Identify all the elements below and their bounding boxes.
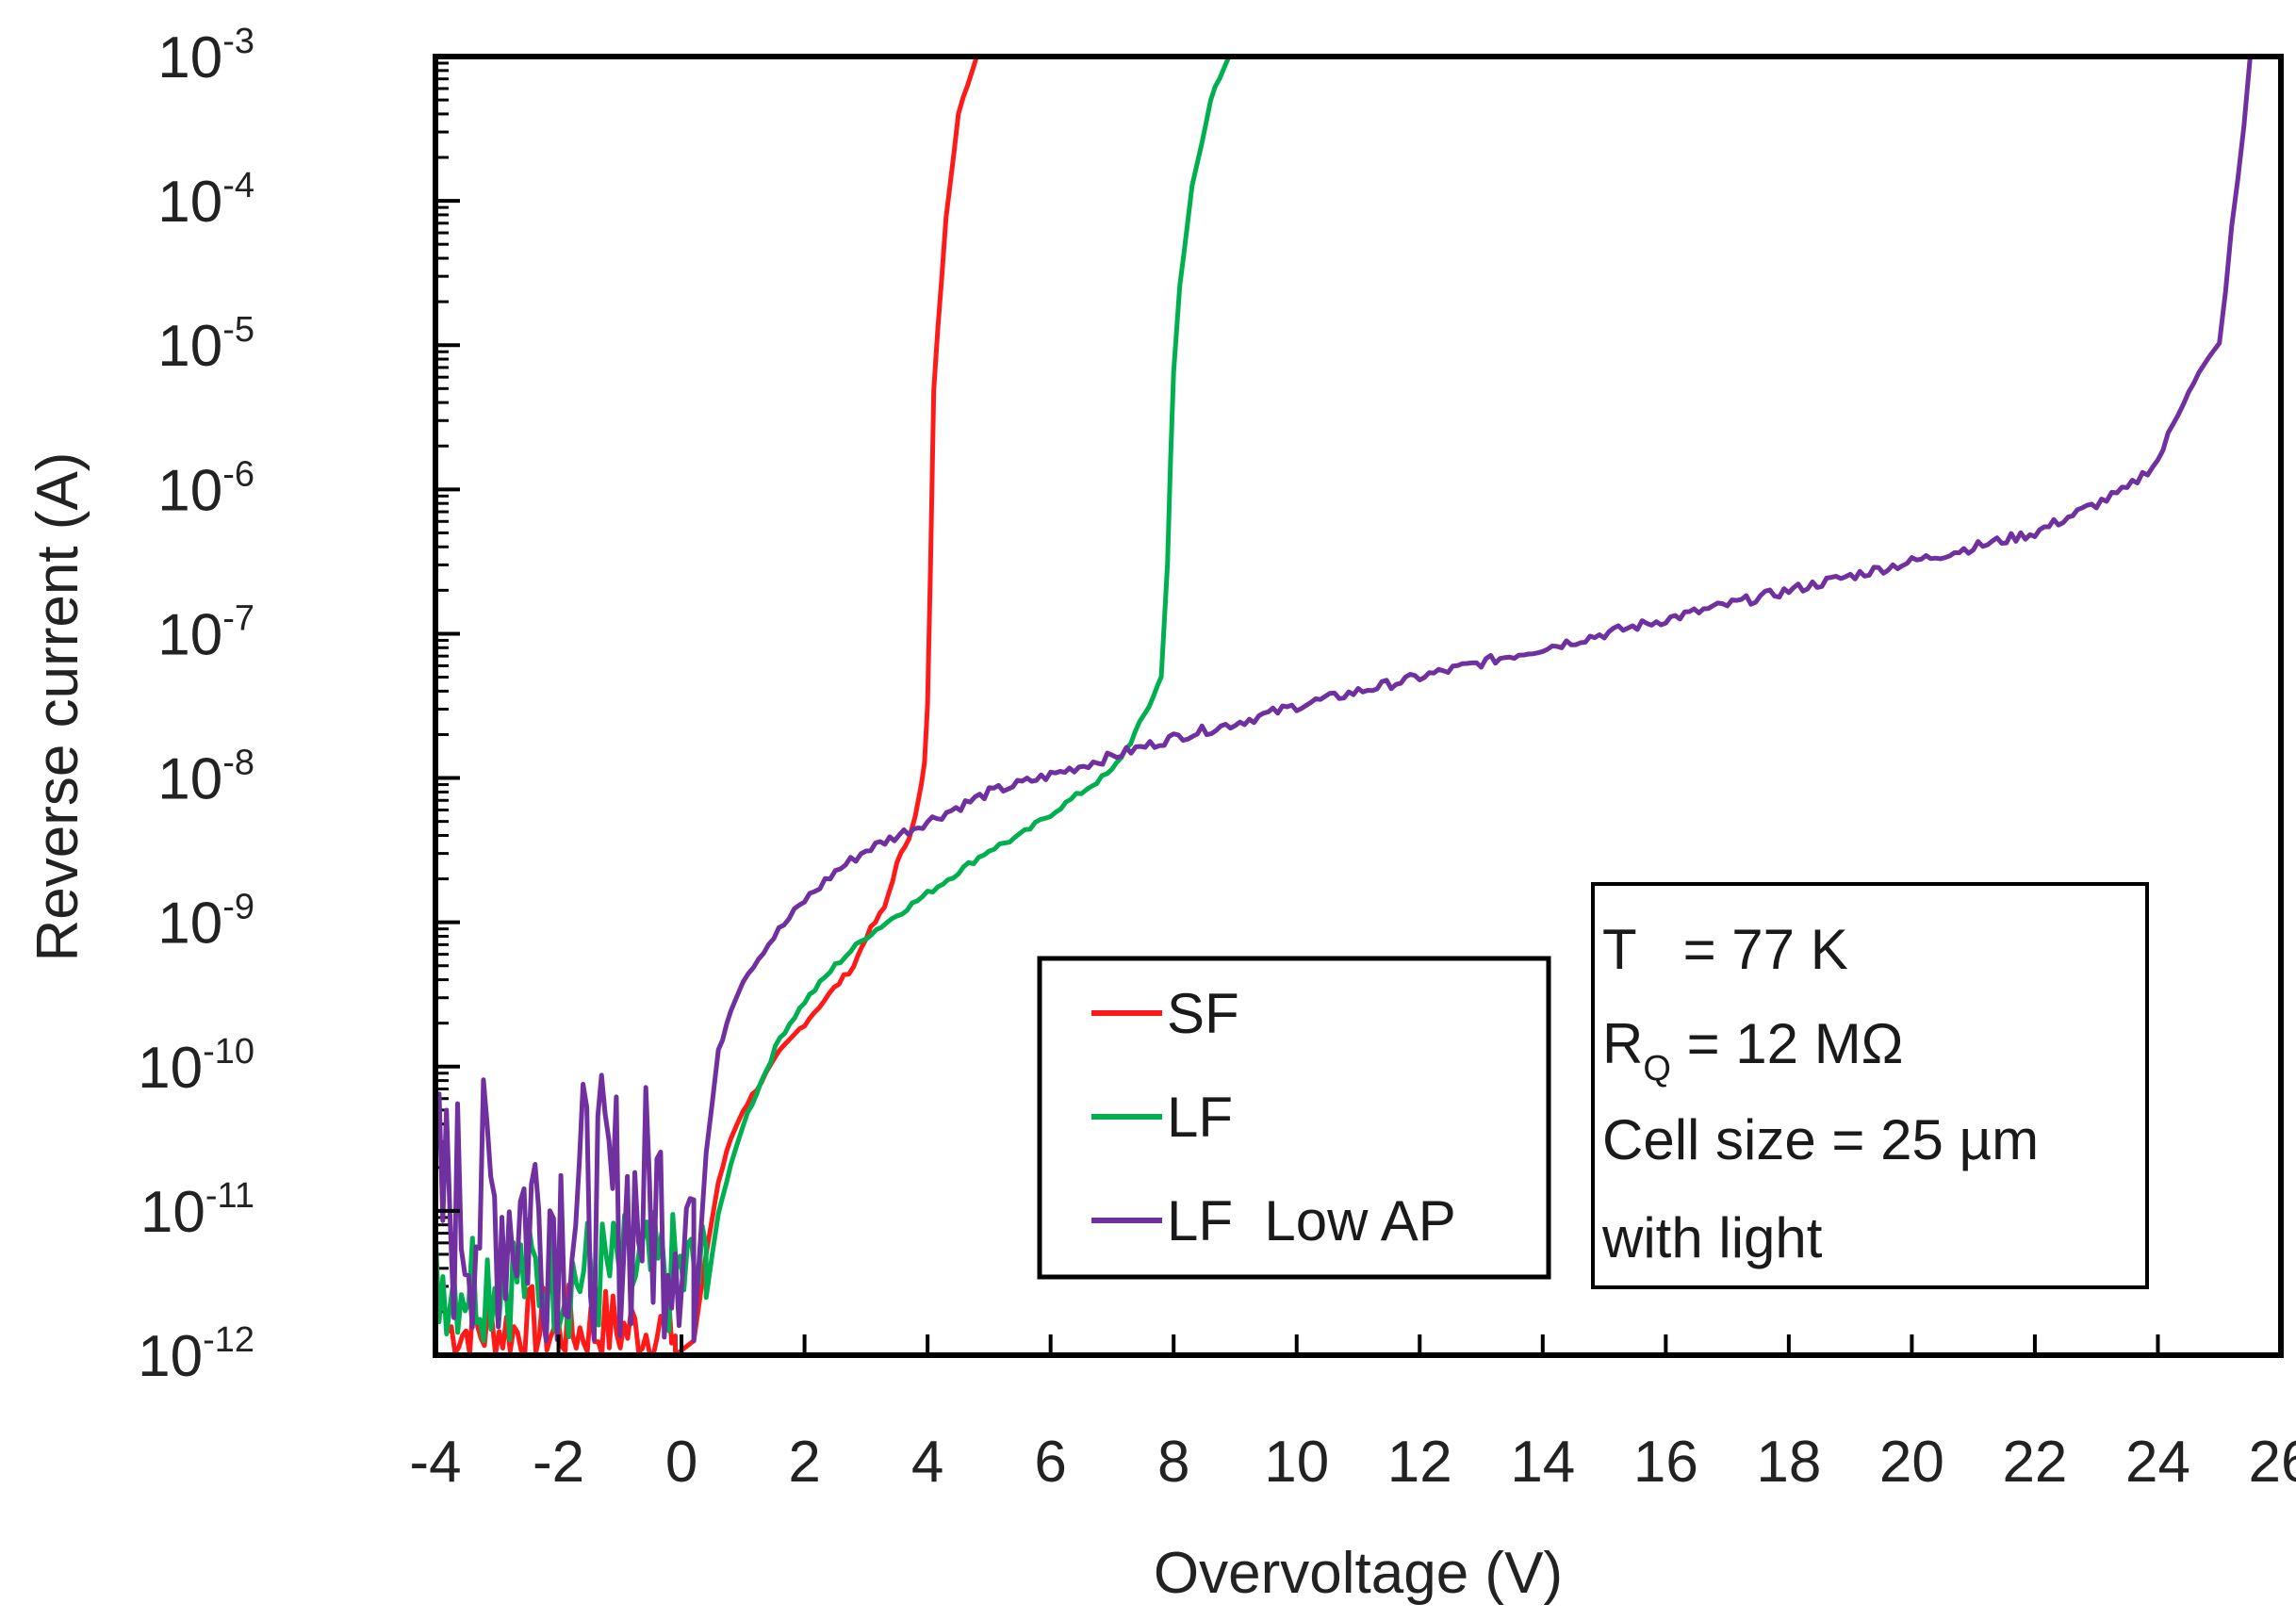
annotation-box [1591, 882, 2149, 1289]
y-tick-label: 10-4 [157, 166, 254, 235]
x-axis-title: Overvoltage (V) [1154, 1541, 1563, 1606]
annotation-temperature: T = 77 K [1602, 918, 1848, 981]
annotation-light: with light [1601, 1206, 1823, 1269]
x-tick-label: 26 [2249, 1430, 2296, 1495]
plot-frame [433, 54, 2284, 1358]
y-tick-label: 10-5 [157, 310, 254, 379]
y-tick-label: 10-11 [140, 1176, 254, 1245]
x-tick-label: 16 [1633, 1430, 1698, 1495]
y-tick-label: 10-8 [157, 744, 254, 812]
annotation-cell-size: Cell size = 25 µm [1602, 1108, 2039, 1171]
x-tick-label: 14 [1510, 1430, 1575, 1495]
x-tick-label: 24 [2125, 1430, 2190, 1495]
y-tick-label: 10-3 [157, 22, 254, 90]
x-tick-label: 0 [665, 1430, 697, 1495]
legend-label-lf-low-ap: LF Low AP [1167, 1189, 1456, 1252]
x-axis-ticks: -4-202468101214161820222426 [409, 1334, 2296, 1495]
x-tick-label: 10 [1264, 1430, 1329, 1495]
y-axis-title: Reverse current (A) [25, 452, 90, 962]
annotation-q-subscript: Q [1643, 1049, 1671, 1088]
y-tick-label: 10-6 [157, 454, 254, 523]
series-line-lf-low-ap [435, 57, 2253, 1344]
legend: SF LF LF Low AP [1037, 956, 1551, 1280]
series-line-sf [446, 57, 990, 1355]
conditions-annotation: T = 77 K RQ = 12 MΩ Cell size = 25 µm wi… [1591, 882, 2149, 1289]
x-tick-label: 20 [1879, 1430, 1944, 1495]
legend-label-sf: SF [1167, 982, 1239, 1045]
y-tick-label: 10-12 [138, 1320, 254, 1389]
annotation-r-symbol: R [1602, 1012, 1643, 1075]
x-tick-label: 4 [911, 1430, 943, 1495]
x-tick-label: 6 [1034, 1430, 1066, 1495]
x-tick-label: 8 [1157, 1430, 1189, 1495]
x-tick-label: -2 [533, 1430, 584, 1495]
annotation-quench-resistor: RQ = 12 MΩ [1602, 1012, 1904, 1088]
annotation-resistance-value: = 12 MΩ [1671, 1012, 1904, 1075]
x-tick-label: -4 [409, 1430, 461, 1495]
legend-label-lf: LF [1167, 1086, 1233, 1149]
x-tick-label: 18 [1756, 1430, 1821, 1495]
y-tick-label: 10-10 [138, 1032, 254, 1101]
x-tick-label: 2 [788, 1430, 820, 1495]
x-tick-label: 22 [2002, 1430, 2067, 1495]
y-tick-label: 10-9 [157, 888, 254, 957]
y-axis-ticks: 10-12 10-11 10-10 10-9 10-8 10-7 10-6 10-5 10-4 1… [138, 22, 460, 1389]
series-layer [435, 57, 2253, 1355]
y-tick-label: 10-7 [157, 598, 254, 667]
x-tick-label: 12 [1387, 1430, 1452, 1495]
